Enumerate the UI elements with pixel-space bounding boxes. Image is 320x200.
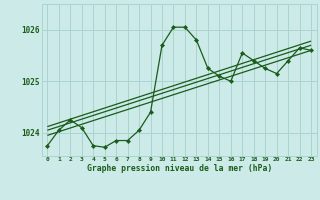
- X-axis label: Graphe pression niveau de la mer (hPa): Graphe pression niveau de la mer (hPa): [87, 164, 272, 173]
